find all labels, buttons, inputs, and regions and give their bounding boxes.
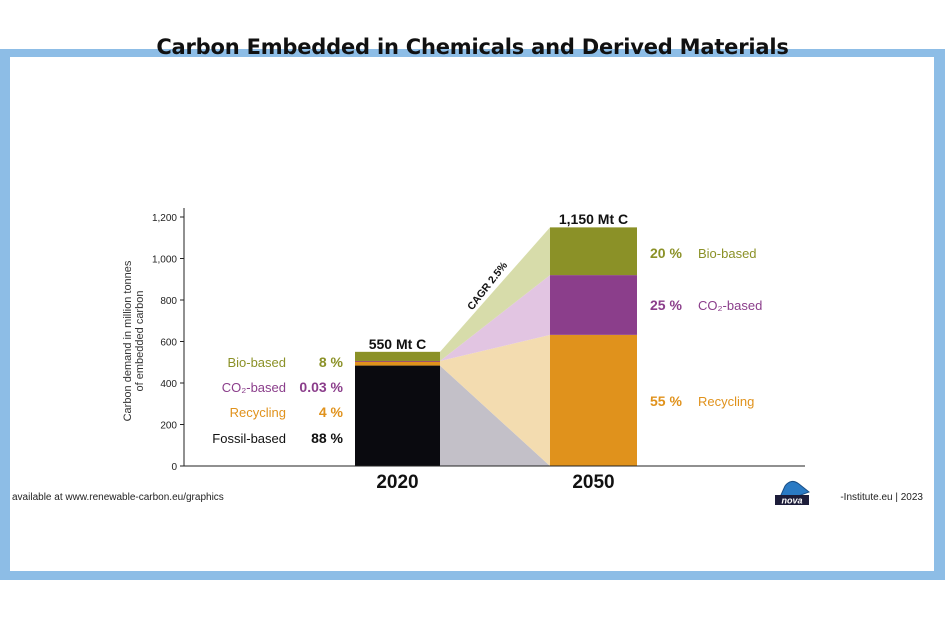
- frame-border: [0, 49, 945, 580]
- legend-2020-name: Bio-based: [227, 355, 286, 370]
- bar-2050-co-based: [550, 275, 637, 335]
- y-tick-label: 400: [160, 379, 177, 390]
- y-axis-label-line: of embedded carbon: [134, 291, 146, 392]
- chart-title: Carbon Embedded in Chemicals and Derived…: [156, 35, 789, 59]
- y-tick-label: 200: [160, 421, 177, 432]
- chart-card: [10, 57, 934, 571]
- y-axis-label-line: Carbon demand in million tonnes: [122, 260, 134, 421]
- legend-2020-name: Recycling: [230, 405, 286, 420]
- bar-2020-bio-based: [355, 351, 440, 361]
- legend-2050-pct: 25 %: [650, 297, 682, 313]
- y-tick-label: 600: [160, 338, 177, 349]
- transition-flows: [440, 227, 550, 466]
- legend-2050-pct: 55 %: [650, 393, 682, 409]
- total-label: 550 Mt C: [369, 336, 427, 352]
- y-axis: 0 200 400 600 800 1,000 1,200 Carbon demand in …: [122, 208, 805, 473]
- bars: [355, 227, 637, 466]
- bar-2050-recycling: [550, 334, 637, 466]
- x-category-label: 2020: [376, 472, 418, 493]
- legend-2020-name: Fossil-based: [212, 431, 286, 446]
- y-axis-label: Carbon demand in million tonnesof embedd…: [122, 260, 146, 421]
- logo-text: nova: [781, 496, 802, 506]
- legend-2050-name: CO₂-based: [698, 298, 762, 313]
- legend-2020-pct: 8 %: [319, 354, 344, 370]
- legend-2050-pct: 20 %: [650, 245, 682, 261]
- credit-text: -Institute.eu | 2023: [840, 492, 923, 503]
- y-tick-label: 1,200: [152, 213, 177, 224]
- nova-logo: nova: [775, 480, 810, 506]
- bar-2020-fossil-based: [355, 365, 440, 466]
- total-label: 1,150 Mt C: [559, 211, 628, 227]
- bar-2020-recycling: [355, 361, 440, 366]
- legend-2050-name: Recycling: [698, 394, 754, 409]
- legend-2020-pct: 4 %: [319, 404, 344, 420]
- y-tick-label: 800: [160, 296, 177, 307]
- flow-bio-based: [440, 227, 550, 361]
- legend-2050-name: Bio-based: [698, 246, 757, 261]
- legend-2020-pct: 0.03 %: [299, 379, 343, 395]
- flow-co-based: [440, 275, 550, 362]
- x-category-label: 2050: [572, 472, 614, 493]
- y-tick-label: 0: [171, 462, 177, 473]
- flow-recycling: [440, 334, 550, 466]
- source-note: available at www.renewable-carbon.eu/gra…: [12, 492, 224, 503]
- y-tick-label: 1,000: [152, 255, 177, 266]
- legend-2020-pct: 88 %: [311, 430, 343, 446]
- bar-2050-bio-based: [550, 227, 637, 276]
- bar-2020-co-based: [355, 360, 440, 362]
- legend-2020-name: CO₂-based: [222, 380, 286, 395]
